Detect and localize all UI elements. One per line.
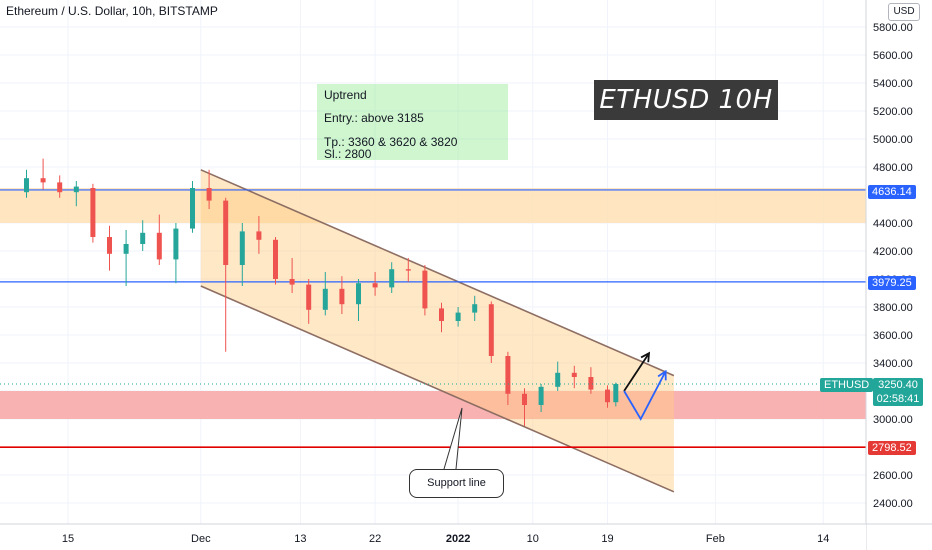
- candle-body: [57, 182, 63, 193]
- blue-path: [623, 370, 667, 421]
- y-tick-label: 4800.00: [873, 162, 913, 174]
- note-line-1: Uptrend: [324, 88, 367, 102]
- candle-body: [107, 237, 112, 254]
- candle-body: [173, 228, 179, 260]
- y-tick-label: 2400.00: [873, 498, 913, 510]
- candle-body: [389, 269, 395, 288]
- x-tick-label: Dec: [191, 533, 211, 545]
- candle-body: [488, 304, 494, 356]
- y-tick-label: 5800.00: [873, 22, 913, 34]
- candle-body: [90, 188, 96, 237]
- candle-body: [223, 200, 229, 265]
- y-tick-label: 5400.00: [873, 78, 913, 90]
- channel-lower-line: [200, 285, 675, 493]
- x-tick-label: 13: [294, 533, 306, 545]
- candle-body: [24, 178, 29, 193]
- y-tick-label: 3600.00: [873, 330, 913, 342]
- level-tag-3979: 3979.25: [868, 276, 916, 290]
- candle-body: [522, 393, 527, 405]
- black-path: [623, 352, 650, 392]
- resistance-zone: [0, 188, 866, 223]
- candle-body: [339, 288, 345, 305]
- y-tick-label: 5200.00: [873, 106, 913, 118]
- candle-body: [613, 384, 619, 403]
- time-axis: 15 Dec 13 22 2022 10 19 Feb 14: [0, 523, 932, 550]
- candle-body: [239, 231, 245, 265]
- candle-body: [455, 312, 461, 321]
- channel-fill: [200, 169, 674, 492]
- x-tick-label: 19: [601, 533, 613, 545]
- grid: [0, 0, 866, 524]
- candles: [0, 158, 866, 426]
- support-callout: Support line: [409, 469, 504, 498]
- y-tick-label: 5000.00: [873, 134, 913, 146]
- blue-path-arrowhead: [657, 369, 667, 381]
- bar-countdown: 02:58:41: [876, 393, 920, 405]
- y-tick-label: 3400.00: [873, 358, 913, 370]
- support-zone: [0, 391, 866, 419]
- current-price-tag: 3250.40 02:58:41: [873, 378, 923, 406]
- trade-note: Uptrend Entry.: above 3185 Tp.: 3360 & 3…: [317, 84, 508, 161]
- chart-title: Ethereum / U.S. Dollar, 10h, BITSTAMP: [6, 4, 218, 18]
- candle-body: [206, 188, 212, 201]
- x-tick-label: 10: [527, 533, 539, 545]
- candle-body: [439, 308, 444, 321]
- support-callout-pointer: [443, 407, 463, 470]
- channel-upper-line: [200, 169, 675, 377]
- candle-body: [356, 283, 361, 305]
- candle-body: [40, 178, 46, 183]
- candle-body: [73, 186, 79, 193]
- candle-body: [372, 283, 378, 288]
- x-tick-label: 14: [817, 533, 829, 545]
- y-tick-label: 4400.00: [873, 218, 913, 230]
- level-tag-4636: 4636.14: [868, 185, 916, 199]
- symbol-tag: ETHUSD: [820, 378, 874, 392]
- y-tick-label: 5600.00: [873, 50, 913, 62]
- candle-body: [306, 284, 312, 310]
- price-channel: [200, 169, 675, 493]
- zones: [0, 188, 866, 419]
- level-tag-2798: 2798.52: [868, 441, 916, 455]
- black-path-arrowhead: [640, 351, 651, 363]
- candle-body: [505, 356, 511, 394]
- candle-body: [588, 377, 594, 390]
- candle-body: [140, 232, 146, 244]
- x-tick-label: 15: [62, 533, 74, 545]
- projections: [623, 351, 667, 421]
- level-lines: [0, 189, 866, 449]
- candle-body: [190, 188, 195, 229]
- x-tick-label: 22: [369, 533, 381, 545]
- candle-body: [555, 372, 561, 387]
- current-price: 3250.40: [878, 379, 918, 391]
- candle-body: [289, 279, 295, 285]
- symbol-watermark-label: ETHUSD 10H: [594, 80, 778, 120]
- note-line-4: Sl.: 2800: [324, 147, 372, 161]
- time-axis-bg: [0, 524, 866, 550]
- candle-body: [273, 239, 278, 279]
- candle-body: [123, 244, 129, 254]
- price-axis-bg: [866, 0, 932, 550]
- candle-body: [405, 269, 411, 271]
- y-tick-label: 3800.00: [873, 302, 913, 314]
- note-line-3: Tp.: 3360 & 3620 & 3820: [324, 135, 458, 149]
- candle-body: [322, 288, 328, 310]
- candle-body: [605, 389, 610, 403]
- candle-body: [571, 372, 577, 377]
- candle-body: [422, 270, 428, 309]
- candle-body: [472, 304, 478, 313]
- x-tick-label: Feb: [706, 533, 725, 545]
- note-line-2: Entry.: above 3185: [324, 111, 424, 125]
- y-tick-label: 3000.00: [873, 414, 913, 426]
- currency-badge[interactable]: USD: [888, 3, 920, 21]
- price-axis: 2400.002600.002800.003000.003200.003400.…: [865, 0, 932, 550]
- x-tick-label: 2022: [446, 533, 470, 545]
- candle-body: [156, 232, 162, 260]
- y-tick-label: 2600.00: [873, 470, 913, 482]
- callout-pointer: [443, 407, 463, 470]
- y-tick-label: 4200.00: [873, 246, 913, 258]
- candle-body: [256, 231, 262, 240]
- candle-body: [538, 386, 544, 405]
